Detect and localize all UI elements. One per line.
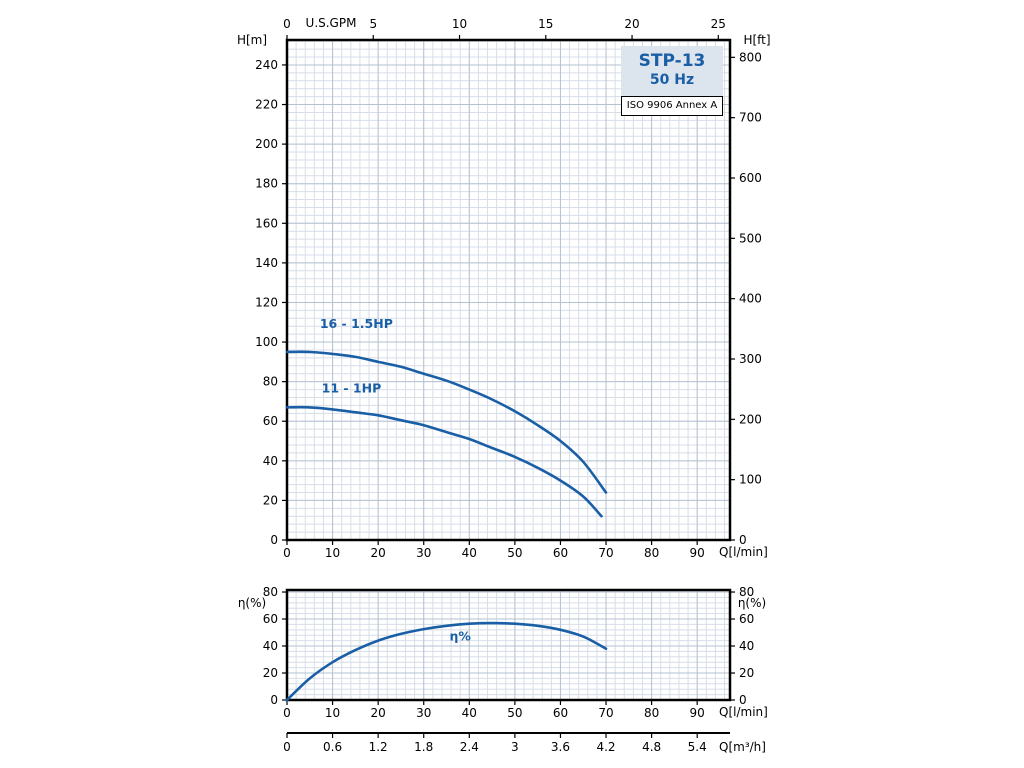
y-tick-label: 40	[263, 639, 278, 653]
y2-tick-label: 20	[739, 666, 754, 680]
x-tick-label: 10	[325, 546, 340, 560]
x3-tick-label: 4.2	[596, 740, 615, 754]
y2-tick-label: 200	[739, 412, 762, 426]
y2-tick-label: 100	[739, 473, 762, 487]
x-tick-label: 60	[553, 546, 568, 560]
x-tick-label: 50	[507, 546, 522, 560]
y2-tick-label: 0	[739, 533, 747, 547]
x-tick-label: 40	[462, 546, 477, 560]
x3-tick-label: 4.8	[642, 740, 661, 754]
x2-tick-label: 5	[369, 17, 377, 31]
y2-axis-title: η(%)	[738, 596, 766, 610]
x-axis-title: Q[l/min]	[719, 545, 768, 559]
series-label-0: η%	[449, 629, 471, 644]
x-tick-label: 50	[507, 706, 522, 720]
y2-tick-label: 800	[739, 50, 762, 64]
y-tick-label: 160	[255, 216, 278, 230]
x3-tick-label: 0	[283, 740, 291, 754]
x2-tick-label: 20	[624, 17, 639, 31]
x3-tick-label: 3	[511, 740, 519, 754]
x-tick-label: 0	[283, 546, 291, 560]
series-label-1: 11 - 1HP	[322, 381, 382, 396]
x-tick-label: 80	[644, 706, 659, 720]
series-curve-0	[285, 621, 608, 702]
y-tick-label: 60	[263, 612, 278, 626]
y2-tick-label: 600	[739, 171, 762, 185]
x3-tick-label: 2.4	[460, 740, 479, 754]
iso-standard-box: ISO 9906 Annex A	[621, 96, 723, 116]
series-label-0: 16 - 1.5HP	[320, 316, 393, 331]
y-tick-label: 140	[255, 256, 278, 270]
y-tick-label: 80	[263, 375, 278, 389]
y2-axis-title: H[ft]	[743, 33, 770, 47]
x-tick-label: 70	[598, 706, 613, 720]
y2-tick-label: 0	[739, 693, 747, 707]
y-tick-label: 180	[255, 177, 278, 191]
y-tick-label: 240	[255, 58, 278, 72]
y-tick-label: 60	[263, 414, 278, 428]
x-tick-label: 90	[690, 706, 705, 720]
pump-frequency: 50 Hz	[649, 72, 695, 88]
y2-tick-label: 60	[739, 612, 754, 626]
x2-tick-label: 0	[283, 17, 291, 31]
y-tick-label: 120	[255, 295, 278, 309]
x2-axis-title: U.S.GPM	[306, 16, 357, 30]
y-tick-label: 40	[263, 454, 278, 468]
y-tick-label: 0	[270, 693, 278, 707]
x-tick-label: 90	[690, 546, 705, 560]
x-tick-label: 80	[644, 546, 659, 560]
y2-tick-label: 400	[739, 292, 762, 306]
iso-standard-text: ISO 9906 Annex A	[626, 100, 718, 111]
x3-tick-label: 3.6	[551, 740, 570, 754]
eff_chart: 0 10 20 30 40 50 60 70 80 90020406080020406080η(%…	[238, 585, 768, 754]
x-tick-label: 70	[598, 546, 613, 560]
plot-frame	[285, 38, 732, 542]
x-tick-label: 30	[416, 706, 431, 720]
y-tick-label: 0	[270, 533, 278, 547]
x2-tick-label: 25	[711, 17, 726, 31]
x3-axis-title: Q[m³/h]	[719, 740, 766, 754]
x3-tick-label: 1.2	[369, 740, 388, 754]
y2-tick-label: 40	[739, 639, 754, 653]
x2-tick-label: 10	[452, 17, 467, 31]
x2-tick-label: 15	[538, 17, 553, 31]
y2-tick-label: 300	[739, 352, 762, 366]
head_chart: 0 10 20 30 40 50 60 70 80 90020406080100120140160…	[237, 16, 771, 560]
x-tick-label: 20	[371, 706, 386, 720]
pump-model-title: STP-13	[638, 51, 706, 71]
y-tick-label: 220	[255, 98, 278, 112]
pump-model-box: STP-13 50 Hz	[621, 46, 723, 96]
y2-tick-label: 80	[739, 585, 754, 599]
y-axis-title: η(%)	[238, 596, 266, 610]
y2-tick-label: 500	[739, 231, 762, 245]
x-tick-label: 30	[416, 546, 431, 560]
x-tick-label: 10	[325, 706, 340, 720]
series-curve-0	[285, 350, 608, 494]
x-axis-title: Q[l/min]	[719, 705, 768, 719]
y-axis-title: H[m]	[237, 33, 267, 47]
x-tick-label: 40	[462, 706, 477, 720]
x3-tick-label: 0.6	[323, 740, 342, 754]
y-tick-label: 100	[255, 335, 278, 349]
y-tick-label: 20	[263, 666, 278, 680]
y-tick-label: 200	[255, 137, 278, 151]
series-curve-1	[285, 405, 603, 518]
y-tick-label: 20	[263, 493, 278, 507]
x-tick-label: 0	[283, 706, 291, 720]
y-tick-label: 80	[263, 585, 278, 599]
x-tick-label: 20	[371, 546, 386, 560]
x3-tick-label: 1.8	[414, 740, 433, 754]
x-tick-label: 60	[553, 706, 568, 720]
x3-tick-label: 5.4	[688, 740, 707, 754]
plot-frame	[285, 588, 732, 702]
y2-tick-label: 700	[739, 111, 762, 125]
